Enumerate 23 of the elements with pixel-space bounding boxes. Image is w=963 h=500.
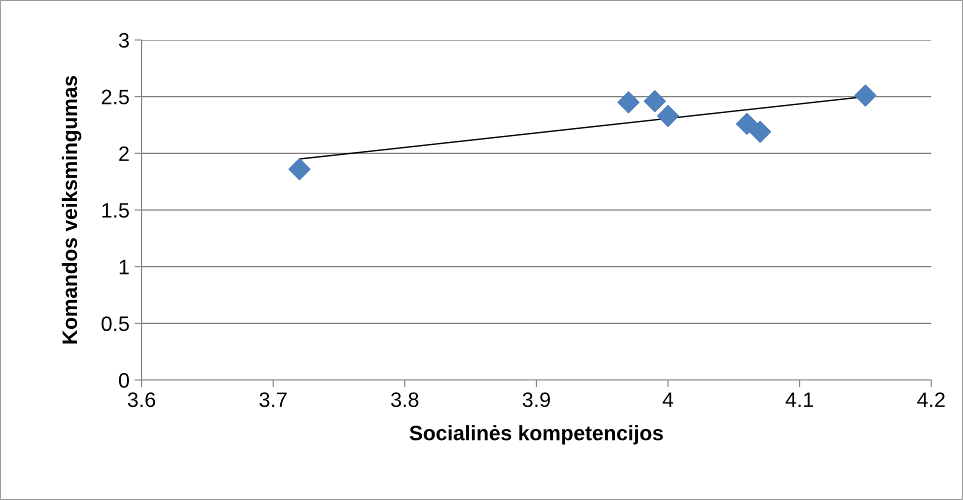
y-tick-label: 1 xyxy=(120,260,129,274)
x-tick-label: 3.6 xyxy=(128,392,156,408)
point xyxy=(644,90,666,112)
x-tick-label: 3.9 xyxy=(522,392,550,408)
x-tick-label: 4 xyxy=(662,392,674,407)
y-tick-label: 0 xyxy=(118,373,129,388)
y-tick-label: 1.5 xyxy=(102,203,129,218)
point xyxy=(288,158,310,180)
x-axis-title: Socialinės kompetencijos xyxy=(410,425,663,445)
y-tick-label: 2 xyxy=(119,146,129,161)
point xyxy=(854,84,876,107)
point xyxy=(657,104,679,127)
point xyxy=(749,120,772,143)
y-tick-label: 2.5 xyxy=(102,90,129,104)
y-tick-label: 0.5 xyxy=(102,316,129,332)
point xyxy=(736,112,758,135)
x-tick-label: 3.8 xyxy=(391,392,418,408)
y-tick-label: 3 xyxy=(118,33,129,48)
x-tick-label: 4.1 xyxy=(786,392,814,407)
x-tick-label: 4.2 xyxy=(917,392,945,407)
y-axis-title: Komandos veiksmingumas xyxy=(62,76,82,344)
point xyxy=(618,91,640,114)
x-tick-label: 3.7 xyxy=(259,392,287,408)
